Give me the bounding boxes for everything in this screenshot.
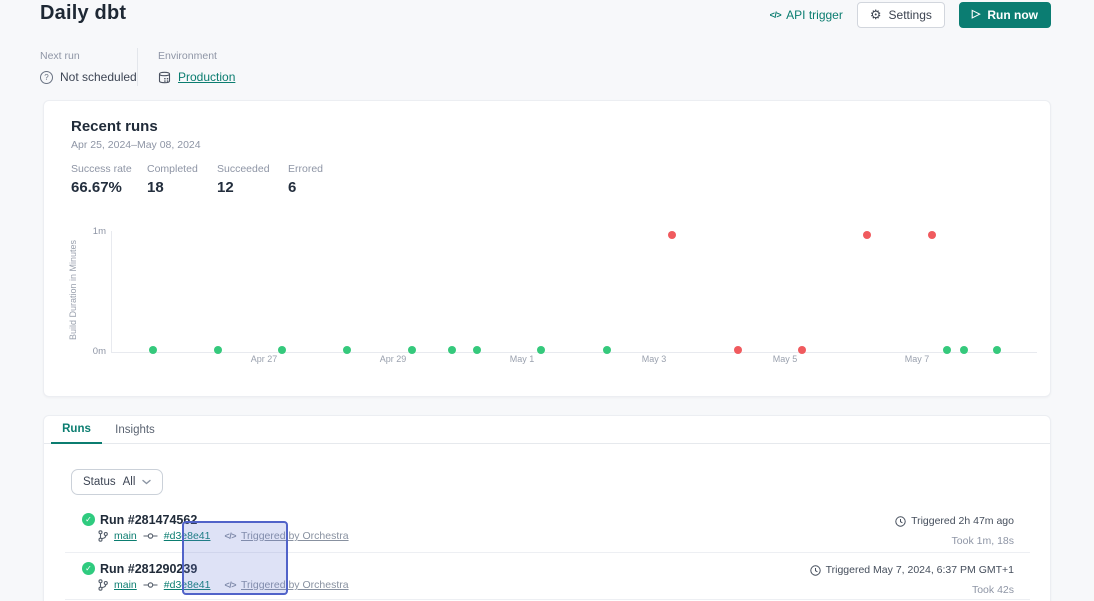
chart-point[interactable] [943,346,951,354]
chart-x-axis-line [111,352,1037,353]
commit-link[interactable]: #d3e8e41 [163,579,211,591]
git-branch-icon [98,530,108,542]
success-check-icon: ✓ [82,513,95,526]
tab-insights[interactable]: Insights [115,424,155,436]
stats-row: Success rate 66.67% Completed 18 Succeed… [71,163,348,196]
took-text: Took 42s [971,584,1014,596]
recent-runs-date-range: Apr 25, 2024–May 08, 2024 [71,139,201,151]
took-text: Took 1m, 18s [951,535,1014,547]
run-title: Run #281474562 [100,513,198,527]
trigger-chip[interactable]: </> Triggered by Orchestra [224,579,348,591]
triggered-text: Triggered 2h 47m ago [911,515,1014,527]
clock-icon [895,515,906,527]
chevron-down-icon [142,479,152,485]
chart-plot-area: Apr 27 Apr 29 May 1 May 3 May 5 May 7 [44,101,1050,396]
row-divider [65,599,1030,600]
chart-point[interactable] [863,231,871,239]
stat-success-rate: Success rate 66.67% [71,163,132,196]
code-icon: </> [769,9,782,20]
chart-point[interactable] [214,346,222,354]
question-circle-icon: ? [40,70,53,84]
tab-bar: Runs Insights [44,416,1050,444]
trigger-chip-link: Triggered by Orchestra [241,530,349,542]
run-now-label: Run now [987,7,1038,22]
chart-point[interactable] [537,346,545,354]
api-trigger-link[interactable]: </> API trigger [770,8,843,22]
commit-icon [143,533,158,539]
next-run-block: Next run ? Not scheduled [40,50,137,84]
triggered-text: Triggered May 7, 2024, 6:37 PM GMT+1 [825,564,1014,576]
stat-errored: Errored 6 [288,163,324,196]
chart-y-axis-line [111,231,112,353]
status-filter-label: Status [83,476,116,488]
database-icon [158,71,171,83]
page-title: Daily dbt [40,2,127,24]
chart-point[interactable] [928,231,936,239]
gear-icon: ⚙ [869,7,882,22]
code-icon: </> [224,580,236,590]
play-icon: ▷ [971,8,981,20]
chart-point[interactable] [960,346,968,354]
commit-icon [143,582,158,588]
branch-link[interactable]: main [114,530,137,542]
api-trigger-label: API trigger [786,7,843,22]
git-branch-icon [98,579,108,591]
chart-point[interactable] [734,346,742,354]
runs-card: Runs Insights Status All ✓ Run #28147456… [43,415,1051,601]
environment-label: Environment [158,50,217,62]
next-run-value: Not scheduled [60,70,137,84]
chart-point[interactable] [149,346,157,354]
chart-point[interactable] [668,231,676,239]
recent-runs-title: Recent runs [71,118,158,135]
stat-succeeded: Succeeded 12 [217,163,270,196]
meta-divider [137,48,138,86]
settings-button[interactable]: ⚙ Settings [856,1,945,28]
recent-runs-card: Recent runs Apr 25, 2024–May 08, 2024 Su… [43,100,1051,397]
environment-block: Environment Production [158,50,235,84]
stat-completed: Completed 18 [147,163,198,196]
x-tick-label: Apr 27 [250,354,278,364]
branch-link[interactable]: main [114,579,137,591]
x-tick-label: May 5 [772,354,798,364]
y-tick-0m: 0m [92,346,106,357]
y-tick-1m: 1m [92,226,106,237]
x-tick-label: Apr 29 [379,354,407,364]
chart-point[interactable] [278,346,286,354]
chart-point[interactable] [473,346,481,354]
status-filter-value: All [122,476,136,488]
trigger-chip-link: Triggered by Orchestra [241,579,349,591]
success-check-icon: ✓ [82,562,95,575]
run-title: Run #281290239 [100,562,198,576]
settings-label: Settings [888,7,932,22]
status-filter-dropdown[interactable]: Status All [71,469,164,495]
row-divider [65,552,1030,553]
chart-point[interactable] [343,346,351,354]
selection-highlight-overlay [182,521,288,595]
clock-icon [809,564,821,576]
chart-point[interactable] [408,346,416,354]
trigger-chip[interactable]: </> Triggered by Orchestra [224,530,348,542]
code-icon: </> [224,531,236,541]
environment-link[interactable]: Production [178,70,236,84]
run-now-button[interactable]: ▷ Run now [958,1,1051,28]
next-run-label: Next run [40,50,80,62]
chart-point[interactable] [603,346,611,354]
header-actions: </> API trigger ⚙ Settings ▷ Run now [770,1,1051,28]
commit-link[interactable]: #d3e8e41 [163,530,211,542]
x-tick-label: May 1 [509,354,535,364]
x-tick-label: May 3 [641,354,667,364]
x-tick-label: May 7 [904,354,930,364]
chart-point[interactable] [448,346,456,354]
chart-point[interactable] [798,346,806,354]
chart-point[interactable] [993,346,1001,354]
tab-runs[interactable]: Runs [51,416,102,444]
